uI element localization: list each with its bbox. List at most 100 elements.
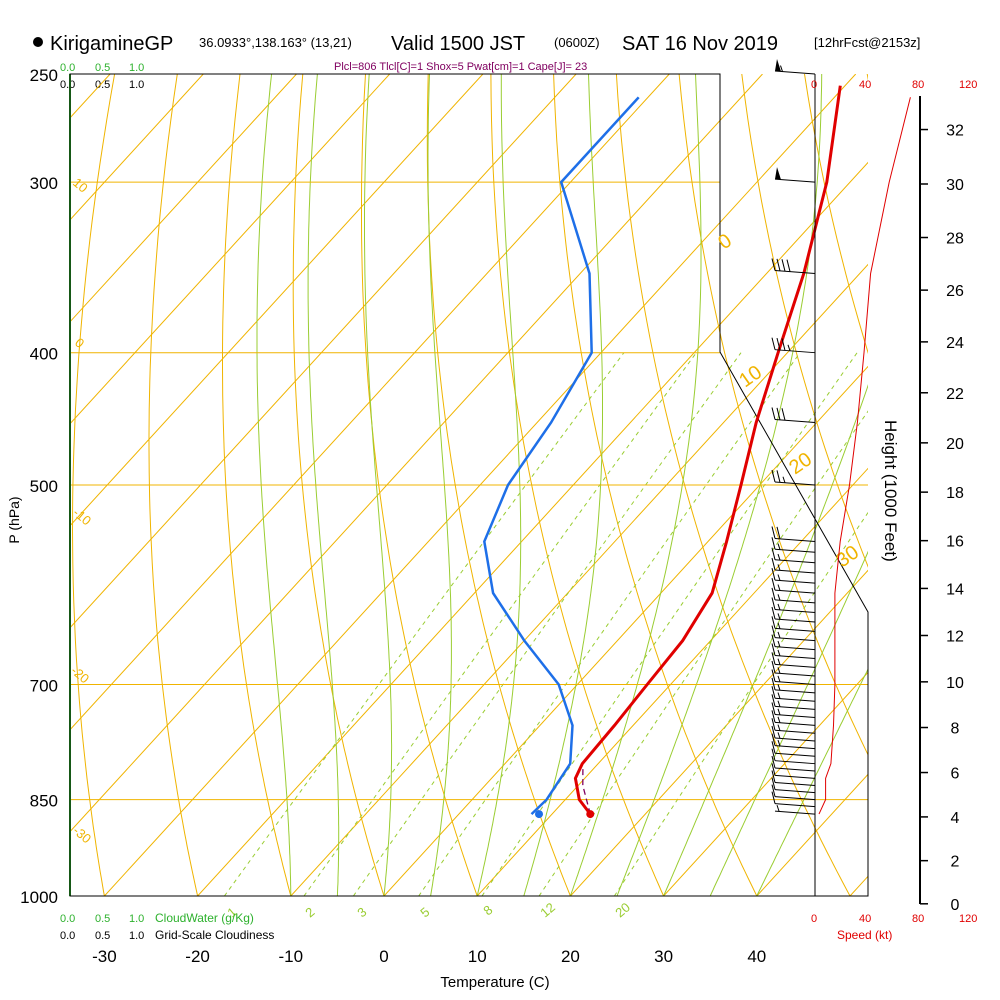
wind-barb-half-feather [777,692,781,699]
wind-barb-feather [771,725,776,739]
wind-barb [771,677,816,694]
wind-barb-feather [771,733,776,746]
wind-barb [771,407,816,424]
mixing-ratio-3 [352,352,742,896]
wind-barb-feather [771,469,776,483]
temperature-axis-label: Temperature (C) [440,974,549,991]
moist-adiabat--5 [307,74,340,896]
wind-barb [771,606,816,623]
wind-barb-feather [781,259,786,272]
wind-barb-feather [771,677,776,691]
height-tick-20: 20 [946,436,964,453]
wind-barb [771,625,816,642]
pressure-axis-label: P (hPa) [6,496,22,543]
isotherm--80 [70,74,391,425]
height-tick-28: 28 [946,231,964,248]
wind-barb [774,167,816,183]
wind-barb-half-feather [777,584,781,591]
wind-barb [771,784,816,801]
wind-barb-staff [774,579,816,584]
wind-barb-feather [771,710,776,723]
mixing-ratio-label: 20 [612,900,633,921]
wind-barb-half-feather [777,613,781,620]
wind-barb [771,337,816,354]
wind-barb-half-feather [777,700,781,707]
wind-barb-feather [771,577,776,591]
stability-indices: Plcl=806 Tlcl[C]=1 Shox=5 Pwat[cm]=1 Cap… [334,61,587,73]
speed-tick-bottom-1: 40 [859,913,871,925]
isotherm--100 [70,74,204,221]
wind-barb-feather [771,652,776,665]
wind-barb-half-feather [777,739,781,747]
dry-adiabat-20 [426,74,571,896]
mixing-ratio-label: 2 [302,904,317,920]
wind-barb-feather [771,694,776,707]
isotherm--90 [70,74,297,323]
wind-barb-staff [774,599,816,604]
wind-barb-feather [771,407,776,420]
temperature-ticks: -30 -20 -10 0 10 20 30 40 [92,947,766,966]
height-tick-24: 24 [946,335,964,352]
wind-barb-staff [774,627,816,632]
wind-barb-feather [776,470,781,483]
wind-barb-half-feather [777,658,781,665]
wind-barb [771,725,816,742]
pressure-tick-400: 400 [30,345,58,364]
wind-speed-profile-line [818,97,911,815]
wind-barb-staff [774,672,816,677]
speed-tick-bottom-2: 80 [912,913,924,925]
wind-barb-feather [776,258,781,272]
height-tick-2: 2 [951,854,960,871]
wind-barb-feather [771,741,776,754]
wind-barb-half-feather [787,344,791,351]
height-tick-26: 26 [946,283,964,300]
wind-barb-staff [774,713,816,718]
wind-barb-feather [776,526,781,540]
dry-adiabat-110 [987,50,1000,925]
wind-barb-staff [774,481,816,486]
speed-tick-top-2: 80 [912,79,924,91]
wind-barb-staff [774,646,816,651]
dry-adiabat--10 [222,74,292,896]
wind-barb-feather [771,634,776,647]
wind-barb [771,694,816,710]
wind-barb-feather [776,337,781,351]
temperature-tick-20: 20 [561,947,580,966]
wind-barb-half-feather [777,574,781,581]
wind-barb-feather [771,770,776,783]
wind-barb-staff [774,705,816,710]
wind-barb-feather [771,669,776,682]
dry-adiabat--20 [148,74,199,896]
wind-barb [771,547,816,564]
wind-barb-staff [774,655,816,660]
wind-barb-half-feather [777,667,781,674]
moist-adiabat-lines [256,74,868,896]
isotherm-label: -10 [70,505,94,529]
valid-zulu: (0600Z) [554,35,600,50]
wind-barb-staff [774,178,816,183]
wind-barb-staff [774,745,816,750]
height-tick-16: 16 [946,534,964,551]
dry-adiabat-lines [71,50,1000,925]
wind-barb-staff [774,721,816,726]
temperature-tick--20: -20 [185,947,210,966]
mixing-ratio-label: 8 [480,902,495,918]
wind-barb-feather [771,557,776,571]
wind-barb [771,686,816,702]
wind-barb-pennant [775,59,781,72]
height-tick-30: 30 [946,177,964,194]
wind-barb-staff [774,538,816,543]
wind-barb-feather [771,587,776,601]
wind-barb [771,258,816,275]
mixing-ratio-5 [418,352,801,896]
cloudiness-label: Grid-Scale Cloudiness [155,928,274,942]
wind-barb-staff [774,419,816,424]
wind-barb [771,702,816,718]
plot-frame [69,73,869,897]
station-dot-icon [33,37,43,47]
height-tick-0: 0 [951,897,960,914]
pressure-tick-250: 250 [30,66,58,85]
wind-barb-staff [774,559,816,564]
dry-adiabat-30 [490,74,665,896]
